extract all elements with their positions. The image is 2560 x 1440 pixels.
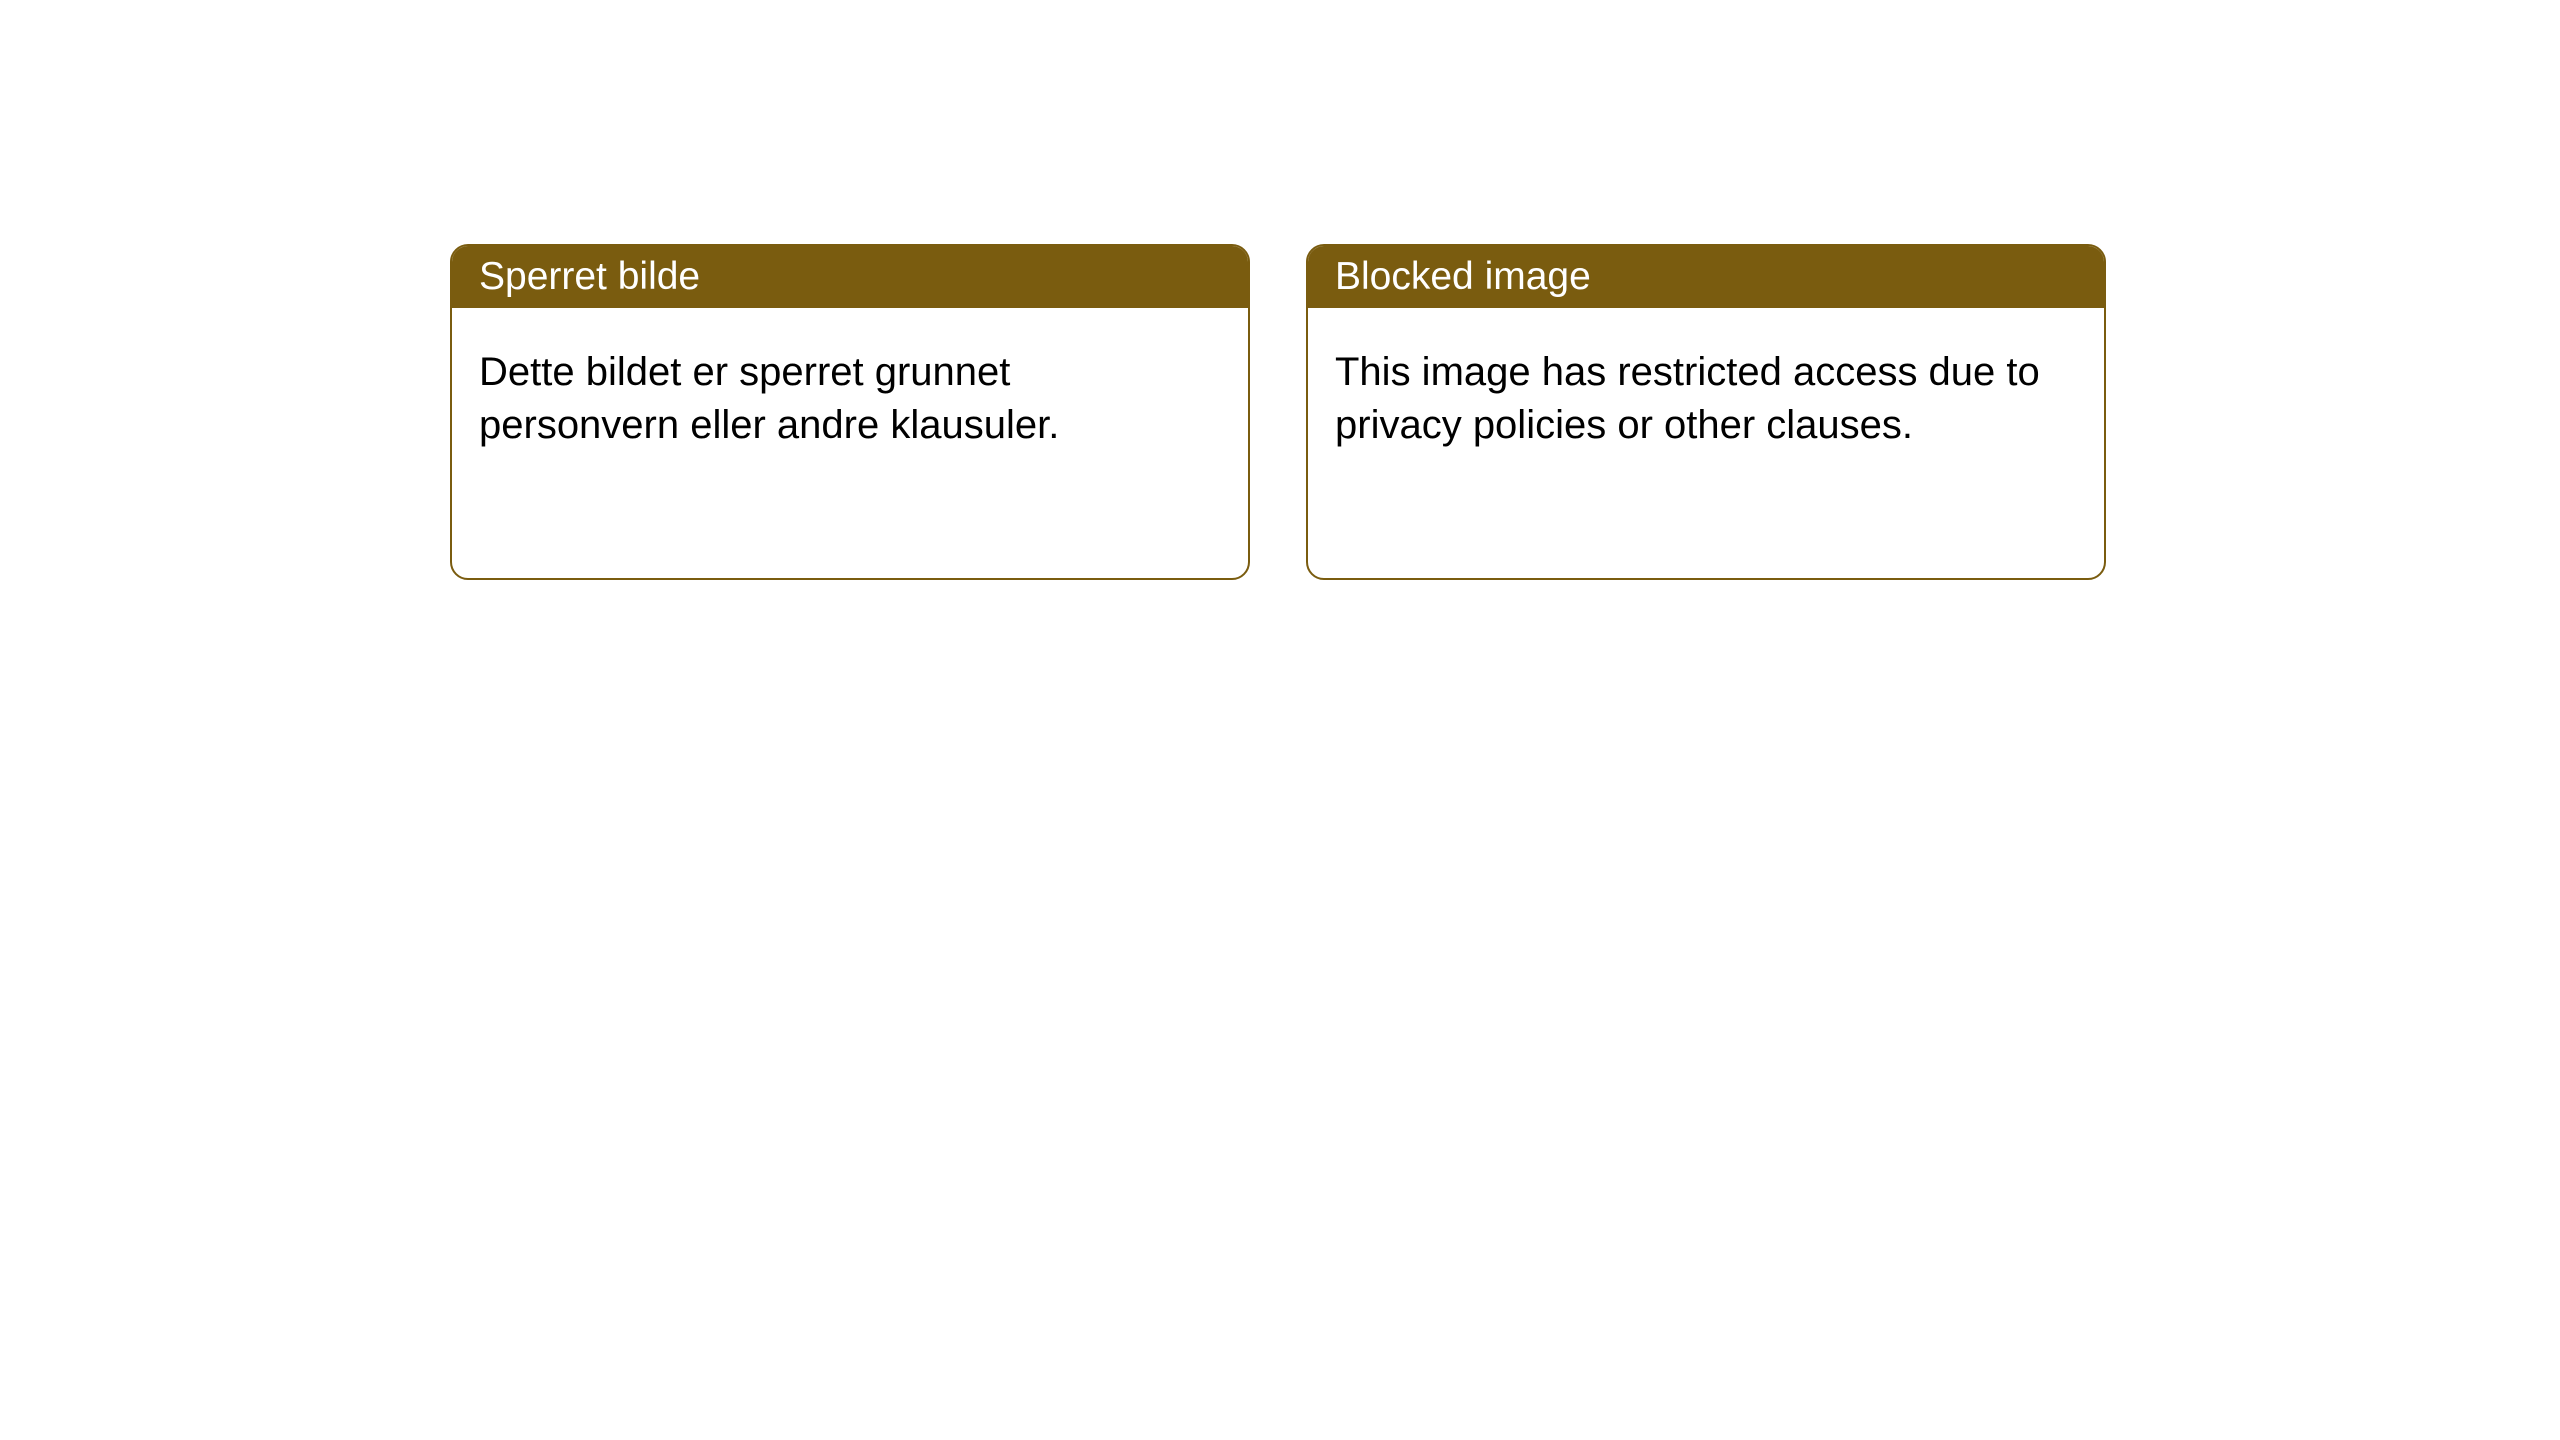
card-title: Sperret bilde: [479, 255, 700, 299]
card-header: Blocked image: [1308, 246, 2104, 308]
blocked-image-card-no: Sperret bilde Dette bildet er sperret gr…: [450, 244, 1250, 580]
card-body-text: This image has restricted access due to …: [1335, 350, 2040, 447]
card-body: This image has restricted access due to …: [1308, 308, 2104, 490]
blocked-image-card-en: Blocked image This image has restricted …: [1306, 244, 2106, 580]
card-title: Blocked image: [1335, 255, 1591, 299]
card-body-text: Dette bildet er sperret grunnet personve…: [479, 350, 1059, 447]
card-header: Sperret bilde: [452, 246, 1248, 308]
cards-container: Sperret bilde Dette bildet er sperret gr…: [0, 0, 2560, 580]
card-body: Dette bildet er sperret grunnet personve…: [452, 308, 1248, 490]
